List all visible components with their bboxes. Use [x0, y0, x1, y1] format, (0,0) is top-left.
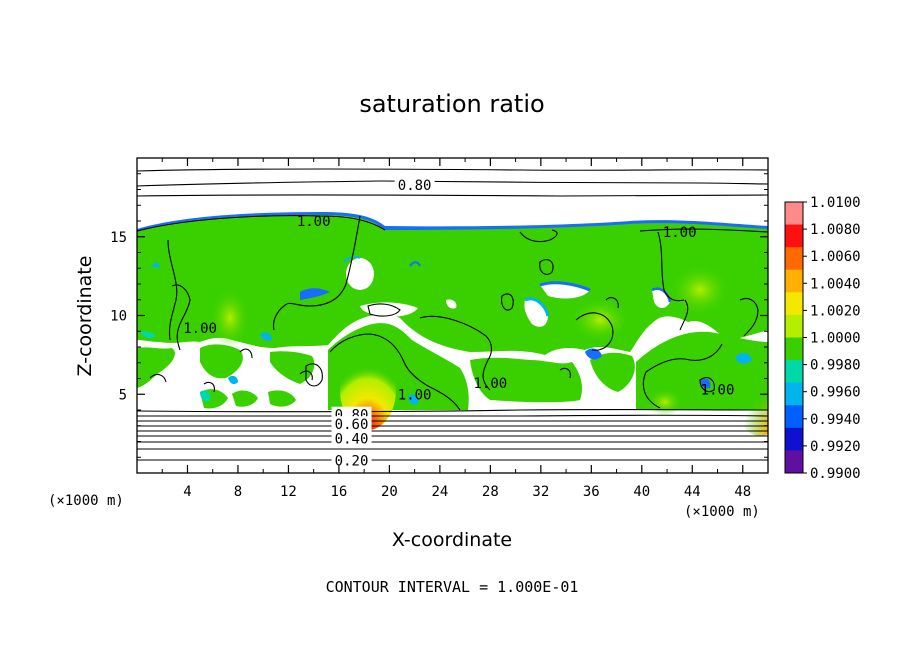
colorbar-swatch	[785, 360, 803, 384]
colorbar-swatch	[785, 247, 803, 271]
colorbar-swatch	[785, 382, 803, 406]
colorbar-tick-label: 1.0020	[810, 303, 861, 319]
y-tick-label: 10	[110, 309, 127, 325]
x-axis-ticks: 4 8 12 16 20 24 28 32 36 40 44 48	[161, 158, 751, 500]
colorbar-tick-label: 1.0000	[810, 331, 861, 347]
contour-label-bg	[331, 452, 372, 468]
y-axis-label: Z-coordinate	[74, 256, 96, 377]
y-tick-label: 5	[119, 387, 127, 403]
contour-label: 0.80	[398, 178, 432, 194]
contour-label-bg	[331, 416, 372, 432]
contour-label: 0.20	[335, 453, 369, 469]
colorbar-tick-label: 1.0080	[810, 222, 861, 238]
x-tick-label: 12	[280, 484, 297, 500]
colorbar-swatch	[785, 405, 803, 429]
y-axis-ticks: 5 10 15	[110, 173, 768, 458]
saturation-field	[137, 168, 768, 461]
x-tick-label: 28	[482, 484, 499, 500]
contour-label: 1.00	[297, 214, 331, 230]
colorbar-tick-label: 1.0040	[810, 276, 861, 292]
colorbar-swatch	[785, 224, 803, 248]
x-unit-left: (×1000 m)	[48, 493, 124, 509]
contour-interval-note: CONTOUR INTERVAL = 1.000E-01	[326, 578, 579, 596]
contour-label: 0.40	[335, 431, 369, 447]
contour-label-bg	[331, 430, 372, 446]
colorbar-swatch	[785, 427, 803, 451]
x-tick-label: 40	[633, 484, 650, 500]
x-tick-label: 20	[381, 484, 398, 500]
colorbar-swatch	[785, 450, 803, 474]
contour-label: 1.00	[183, 321, 217, 337]
x-tick-label: 48	[734, 484, 751, 500]
colorbar-tick-label: 0.9940	[810, 412, 861, 428]
x-tick-label: 44	[684, 484, 701, 500]
x-tick-label: 36	[583, 484, 600, 500]
chart-title: saturation ratio	[359, 90, 544, 118]
colorbar-tick-label: 1.0100	[810, 195, 861, 211]
colorbar-tick-label: 0.9960	[810, 385, 861, 401]
colorbar-swatch	[785, 292, 803, 316]
y-tick-label: 15	[110, 230, 127, 246]
contour-label: 1.00	[701, 383, 735, 399]
x-tick-label: 16	[330, 484, 347, 500]
x-tick-label: 24	[431, 484, 448, 500]
colorbar-tick-label: 0.9920	[810, 439, 861, 455]
contour-labels: 0.801.001.001.001.001.00 1.000.800.600.40…	[183, 176, 735, 469]
x-tick-label: 32	[532, 484, 549, 500]
colorbar-tick-label: 0.9980	[810, 358, 861, 374]
x-unit-right: (×1000 m)	[684, 504, 760, 520]
x-tick-label: 8	[234, 484, 242, 500]
colorbar: 1.0100 1.0080 1.0060 1.0040 1.0020 1.0000 0.99…	[784, 195, 861, 482]
colorbar-swatch	[785, 202, 803, 226]
contour-label: 0.60	[335, 417, 369, 433]
contour-label: 1.00	[474, 376, 508, 392]
x-tick-label: 4	[183, 484, 191, 500]
colorbar-swatch	[785, 314, 803, 338]
contour-label-bg	[394, 176, 435, 192]
colorbar-swatch	[785, 337, 803, 361]
colorbar-swatch	[785, 269, 803, 293]
colorbar-tick-label: 0.9900	[810, 466, 861, 482]
contour-label: 1.00	[398, 387, 432, 403]
contour-label: 1.00	[663, 225, 697, 241]
x-axis-label: X-coordinate	[392, 529, 512, 551]
colorbar-tick-label: 1.0060	[810, 249, 861, 265]
